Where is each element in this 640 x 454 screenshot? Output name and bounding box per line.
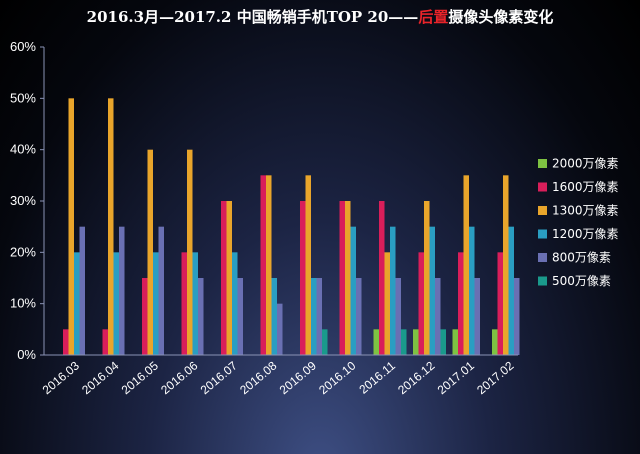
bar bbox=[345, 201, 351, 355]
bar bbox=[503, 175, 509, 355]
bar bbox=[424, 201, 430, 355]
legend-label: 1600万像素 bbox=[552, 180, 619, 194]
bar bbox=[508, 226, 514, 355]
bar bbox=[102, 329, 108, 355]
bar bbox=[429, 226, 435, 355]
legend-label: 800万像素 bbox=[552, 251, 611, 265]
bar bbox=[435, 278, 441, 355]
chart-title-lead: 2016.3月—2017.2 中国畅销手机TOP 20—— bbox=[87, 8, 419, 26]
bar bbox=[63, 329, 69, 355]
legend-swatch bbox=[538, 253, 547, 262]
bar bbox=[469, 226, 475, 355]
chart-title-highlight: 后置 bbox=[418, 8, 448, 26]
legend-swatch bbox=[538, 276, 547, 286]
bar bbox=[474, 278, 480, 355]
x-tick-label: 2016.10 bbox=[316, 358, 358, 397]
y-tick-label: 0% bbox=[17, 347, 36, 362]
bar bbox=[390, 226, 396, 355]
y-tick-label: 40% bbox=[10, 142, 36, 157]
bar bbox=[277, 303, 283, 355]
bar bbox=[68, 98, 74, 355]
bar bbox=[266, 175, 272, 355]
bar bbox=[418, 252, 424, 355]
legend-label: 1200万像素 bbox=[552, 227, 619, 241]
legend: 2000万像素 1600万像素 1300万像素 1200万像素 800万像素 500万像素 bbox=[538, 157, 619, 288]
legend-swatch bbox=[538, 182, 547, 192]
bar bbox=[221, 201, 227, 355]
y-tick-label: 50% bbox=[10, 90, 36, 105]
bar bbox=[198, 278, 204, 355]
bar bbox=[237, 278, 243, 355]
x-tick-label: 2016.12 bbox=[395, 358, 437, 397]
bar bbox=[187, 149, 193, 355]
bar bbox=[74, 252, 80, 355]
bar bbox=[401, 329, 407, 355]
bar bbox=[514, 278, 520, 355]
x-tick-label: 2017.01 bbox=[435, 358, 477, 397]
x-tick-label: 2016.06 bbox=[158, 358, 200, 397]
bar bbox=[356, 278, 362, 355]
bar bbox=[373, 329, 379, 355]
y-axis-labels: 0% 10% 20% 30% 40% 50% 60% bbox=[10, 39, 44, 362]
bar bbox=[395, 278, 401, 355]
bar bbox=[379, 201, 385, 355]
x-tick-label: 2016.07 bbox=[198, 358, 240, 397]
bar bbox=[458, 252, 464, 355]
y-tick-label: 20% bbox=[10, 244, 36, 259]
legend-label: 500万像素 bbox=[552, 274, 611, 288]
bar bbox=[158, 226, 164, 355]
bar bbox=[305, 175, 311, 355]
x-tick-label: 2016.08 bbox=[237, 358, 279, 397]
x-tick-label: 2017.02 bbox=[474, 358, 516, 397]
bar bbox=[232, 252, 238, 355]
bar bbox=[384, 252, 390, 355]
bar bbox=[142, 278, 148, 355]
bar bbox=[113, 252, 119, 355]
x-tick-label: 2016.05 bbox=[119, 358, 161, 397]
bar bbox=[452, 329, 458, 355]
y-tick-label: 60% bbox=[10, 39, 36, 54]
y-tick-label: 10% bbox=[10, 296, 36, 311]
bar bbox=[226, 201, 232, 355]
chart-title-tail: 摄像头像素变化 bbox=[448, 8, 553, 26]
x-tick-label: 2016.09 bbox=[277, 358, 319, 397]
x-axis-labels: 2016.032016.042016.052016.062016.072016.… bbox=[40, 358, 517, 397]
bar bbox=[192, 252, 198, 355]
legend-label: 2000万像素 bbox=[552, 157, 619, 171]
legend-swatch bbox=[538, 206, 547, 215]
bar bbox=[271, 278, 277, 355]
bar bbox=[260, 175, 266, 355]
bar bbox=[119, 226, 125, 355]
x-tick-label: 2016.03 bbox=[40, 358, 82, 397]
bar bbox=[153, 252, 159, 355]
bar bbox=[413, 329, 419, 355]
bar bbox=[350, 226, 356, 355]
bar bbox=[311, 278, 317, 355]
bar bbox=[181, 252, 187, 355]
legend-swatch bbox=[538, 229, 547, 239]
bar bbox=[497, 252, 503, 355]
bar bbox=[147, 149, 153, 355]
legend-swatch bbox=[538, 159, 547, 168]
x-tick-label: 2016.11 bbox=[356, 358, 398, 396]
bar bbox=[322, 329, 328, 355]
bar bbox=[79, 226, 85, 355]
y-tick-label: 30% bbox=[10, 193, 36, 208]
bars bbox=[63, 98, 520, 355]
bar bbox=[316, 278, 322, 355]
bar bbox=[440, 329, 446, 355]
bar bbox=[300, 201, 306, 355]
x-tick-label: 2016.04 bbox=[79, 358, 121, 397]
bar bbox=[492, 329, 498, 355]
bar bbox=[339, 201, 345, 355]
chart-title: 2016.3月—2017.2 中国畅销手机TOP 20——后置摄像头像素变化 bbox=[87, 8, 554, 26]
bar bbox=[108, 98, 114, 355]
bar bbox=[463, 175, 469, 355]
legend-label: 1300万像素 bbox=[552, 204, 619, 218]
